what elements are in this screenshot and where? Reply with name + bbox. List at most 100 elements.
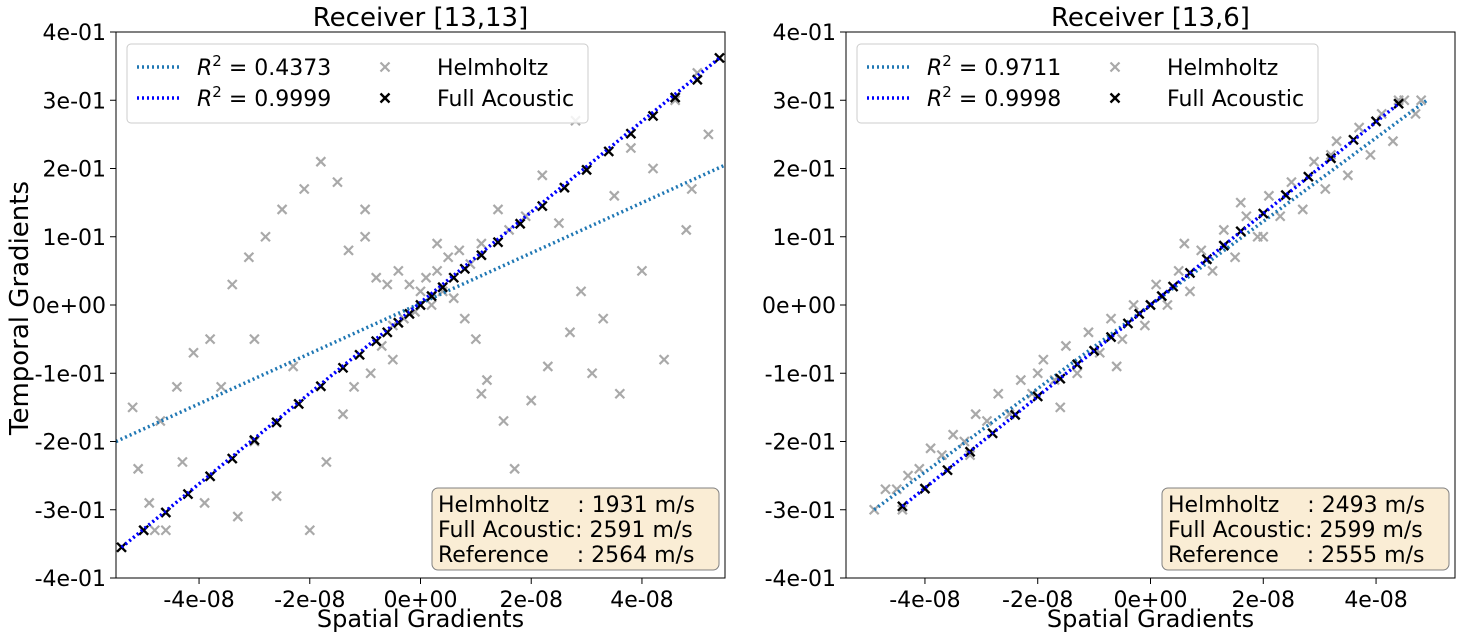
helmholtz-point <box>608 190 620 202</box>
plot-area <box>868 94 1428 516</box>
helmholtz-point <box>492 204 504 215</box>
helmholtz-point <box>343 245 354 256</box>
full-acoustic-point <box>381 326 393 338</box>
full-acoustic-point <box>437 281 448 293</box>
y-tick-label: 1e-01 <box>773 226 836 251</box>
helmholtz-point <box>1111 361 1122 372</box>
helmholtz-point <box>914 463 925 475</box>
full-acoustic-point <box>714 52 725 64</box>
helmholtz-point <box>1410 108 1421 120</box>
helmholtz-point <box>1015 374 1027 386</box>
velocity-info-line: Reference : 2555 m/s <box>1168 543 1424 568</box>
full-acoustic-point <box>625 128 637 140</box>
legend-label: R2 = 0.9711 <box>927 52 1061 81</box>
legend-label: Full Acoustic <box>1167 87 1304 112</box>
full-acoustic-point <box>536 200 548 212</box>
helmholtz-point <box>204 333 216 345</box>
helmholtz-point <box>1415 94 1427 106</box>
helmholtz-point <box>1032 367 1043 379</box>
helmholtz-point <box>636 265 648 277</box>
helmholtz-point <box>1258 231 1269 243</box>
helmholtz-point <box>404 279 415 290</box>
helmholtz-point <box>1173 265 1184 277</box>
y-tick-label: -4e-01 <box>765 567 836 592</box>
chart-panel-right: Receiver [13,6] Spatial Gradients -4e-01… <box>762 3 1456 633</box>
x-tick-label: 2e-08 <box>499 588 562 613</box>
full-acoustic-point <box>1280 189 1292 201</box>
helmholtz-point <box>1286 176 1297 188</box>
helmholtz-point <box>542 361 554 372</box>
helmholtz-point <box>1055 402 1066 413</box>
full-acoustic-point <box>448 272 460 284</box>
helmholtz-point <box>575 286 587 297</box>
y-tick-label: 2e-01 <box>773 158 836 183</box>
y-tick-label: -3e-01 <box>765 499 836 524</box>
helmholtz-point <box>880 483 891 495</box>
helmholtz-point <box>431 265 443 277</box>
helmholtz-point <box>498 415 509 427</box>
legend-label: Helmholtz <box>1167 56 1278 81</box>
x-tick-label: -4e-08 <box>889 588 960 613</box>
helmholtz-point <box>1195 245 1207 256</box>
helmholtz-point <box>564 327 576 338</box>
helmholtz-point <box>902 470 914 481</box>
full-acoustic-point <box>271 417 282 428</box>
y-tick-label: -1e-01 <box>35 362 106 387</box>
helmholtz-point <box>1060 340 1072 352</box>
full-acoustic-point <box>581 164 592 176</box>
helmholtz-point <box>1207 265 1218 277</box>
helmholtz-point <box>337 408 349 420</box>
chart-title: Receiver [13,13] <box>313 3 528 33</box>
full-acoustic-point <box>492 236 504 248</box>
helmholtz-point <box>1387 135 1399 147</box>
helmholtz-point <box>658 354 670 365</box>
helmholtz-point <box>276 204 288 215</box>
velocity-info-line: Full Acoustic: 2599 m/s <box>1168 518 1423 543</box>
velocity-info-line: Helmholtz : 1931 m/s <box>438 493 695 518</box>
x-tick-label: -2e-08 <box>274 588 345 613</box>
y-tick-label: 2e-01 <box>43 158 106 183</box>
helmholtz-point <box>703 129 714 140</box>
helmholtz-point <box>1263 190 1275 202</box>
helmholtz-point <box>393 265 404 277</box>
helmholtz-point <box>431 238 443 249</box>
x-tick-label: -2e-08 <box>1002 588 1073 613</box>
legend-marker-icon <box>379 61 391 73</box>
helmholtz-point <box>680 224 692 236</box>
helmholtz-point <box>226 279 238 290</box>
helmholtz-point <box>964 449 976 461</box>
y-tick-label: 0e+00 <box>32 294 106 319</box>
y-tick-label: 3e-01 <box>43 89 106 114</box>
helmholtz-point <box>420 272 432 283</box>
helmholtz-point <box>553 217 565 229</box>
full-acoustic-point <box>1054 373 1066 385</box>
legend-label: R2 = 0.9999 <box>197 83 331 112</box>
helmholtz-point <box>1184 286 1196 297</box>
helmholtz-point <box>448 292 459 304</box>
helmholtz-point <box>315 156 327 167</box>
helmholtz-fit-line <box>116 163 725 444</box>
helmholtz-point <box>177 456 188 468</box>
full-acoustic-point <box>415 299 426 311</box>
helmholtz-point <box>171 381 183 393</box>
helmholtz-point <box>1241 210 1252 222</box>
legend-box <box>856 43 1319 124</box>
chart-panel-left: Receiver [13,13] Spatial Gradients -4e-0… <box>32 3 726 633</box>
helmholtz-point <box>382 279 393 290</box>
helmholtz-point <box>537 170 548 181</box>
y-tick-label: 3e-01 <box>773 89 836 114</box>
helmholtz-point <box>1117 333 1128 345</box>
velocity-info-line: Full Acoustic: 2591 m/s <box>438 518 693 543</box>
full-acoustic-point <box>204 470 216 482</box>
full-acoustic-point <box>603 146 615 157</box>
y-tick-label: 4e-01 <box>773 21 836 46</box>
full-acoustic-point <box>647 110 659 122</box>
full-acoustic-point <box>919 483 931 494</box>
x-tick-label: 2e-08 <box>1232 588 1295 613</box>
full-acoustic-point <box>293 398 305 410</box>
helmholtz-point <box>1218 224 1230 236</box>
helmholtz-point <box>387 354 399 365</box>
